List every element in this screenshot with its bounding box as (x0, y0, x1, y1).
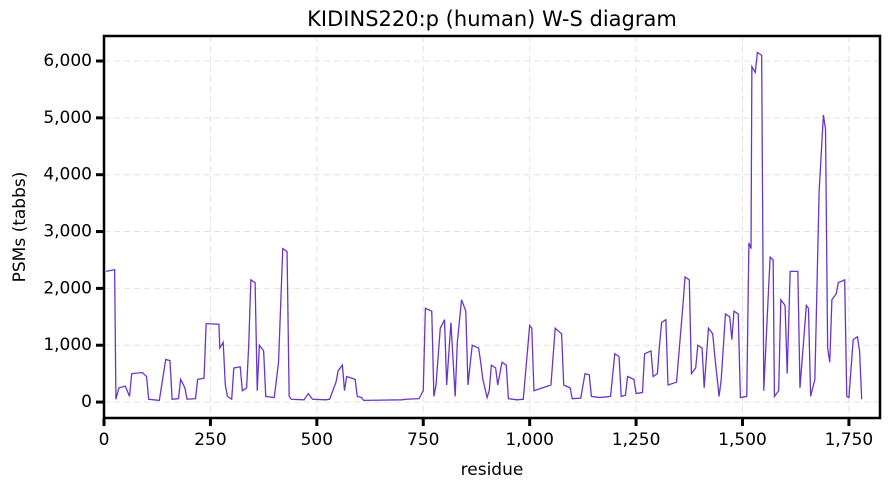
y-tick-label: 2,000 (43, 278, 92, 298)
y-tick-label: 1,000 (43, 335, 92, 355)
y-tick-label: 4,000 (43, 165, 92, 185)
y-tick-label: 3,000 (43, 222, 92, 242)
plot-frame (102, 34, 882, 420)
y-tick-label: 6,000 (43, 51, 92, 71)
x-tick-label: 1,750 (825, 430, 874, 450)
data-line (106, 51, 863, 402)
x-tick-label: 1,250 (612, 430, 661, 450)
y-tick-label: 5,000 (43, 108, 92, 128)
x-tick-label: 250 (194, 430, 226, 450)
x-tick-label: 0 (99, 430, 110, 450)
x-tick-label: 1,000 (505, 430, 554, 450)
x-tick-label: 500 (301, 430, 333, 450)
y-axis-label: PSMs (tabbs) (10, 172, 30, 283)
x-axis-label: residue (461, 460, 524, 480)
x-tick-label: 1,500 (718, 430, 767, 450)
x-tick-label: 750 (407, 430, 439, 450)
y-tick-label: 0 (81, 392, 92, 412)
chart-title: KIDINS220:p (human) W-S diagram (307, 7, 677, 31)
